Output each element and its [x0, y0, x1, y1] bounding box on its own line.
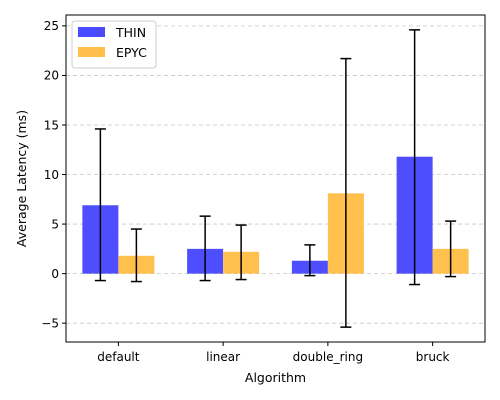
legend-label-thin: THIN	[115, 25, 146, 40]
x-tick-label-default: default	[97, 350, 140, 364]
y-tick-label: −5	[41, 316, 59, 330]
x-tick-label-bruck: bruck	[416, 350, 450, 364]
y-tick-label: 5	[51, 217, 59, 231]
bars	[82, 156, 469, 274]
legend-label-epyc: EPYC	[116, 45, 147, 60]
y-tick-label: 0	[51, 267, 59, 281]
x-axis-ticks: default linear double_ring bruck	[97, 342, 450, 364]
plot-frame	[65, 14, 486, 343]
y-tick-label: 20	[44, 69, 59, 83]
legend-swatch-thin	[78, 27, 105, 37]
x-tick-label-linear: linear	[206, 350, 240, 364]
y-tick-label: 10	[44, 168, 59, 182]
legend: THIN EPYC	[71, 20, 157, 69]
y-tick-label: 25	[44, 19, 59, 33]
y-axis-ticks: −5 0 5 10 15 20 25	[41, 19, 66, 330]
legend-swatch-epyc	[78, 47, 105, 57]
x-tick-label-double-ring: double_ring	[293, 350, 363, 364]
error-bars	[94, 29, 457, 328]
y-axis-label: Average Latency (ms)	[14, 110, 29, 247]
y-tick-label: 15	[44, 118, 59, 132]
x-axis-label: Algorithm	[245, 370, 306, 385]
